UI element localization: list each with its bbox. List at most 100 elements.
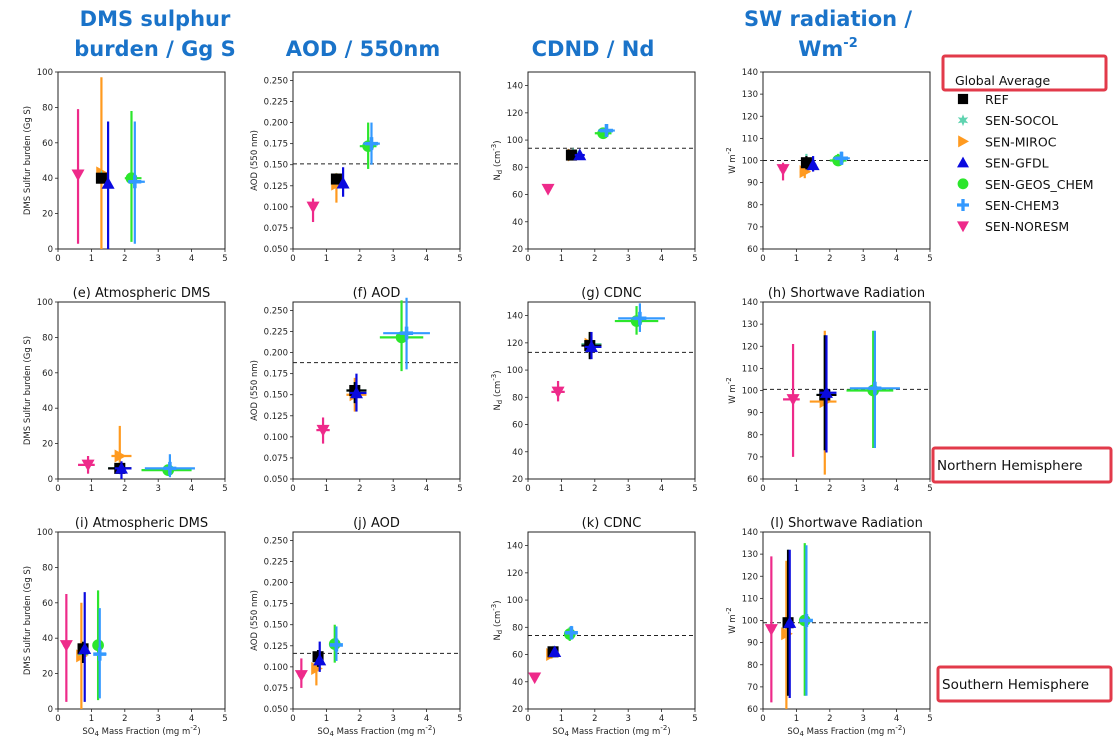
point-ref xyxy=(565,149,577,161)
y-axis-label: Nd (cm-3) xyxy=(490,600,504,640)
x-tick-label: 0 xyxy=(760,254,765,264)
y-axis-label: AOD (550 nm) xyxy=(250,130,260,191)
plot-frame xyxy=(57,301,226,480)
plot-frame xyxy=(292,301,461,480)
y-tick-label: 0.225 xyxy=(264,558,288,568)
x-tick-label: 5 xyxy=(927,254,932,264)
legend-marker-sen-chem3 xyxy=(957,199,969,212)
y-tick-label: 60 xyxy=(42,369,53,379)
y-tick-label: 20 xyxy=(512,705,523,715)
x-tick-label: 3 xyxy=(625,484,630,494)
y-tick-label: 40 xyxy=(42,174,53,184)
y-tick-label: 60 xyxy=(512,651,523,661)
y-axis-label: DMS Sulfur burden (Gg S) xyxy=(23,336,33,445)
point-sen-gfdl xyxy=(548,645,562,658)
y-tick-label: 0.075 xyxy=(264,224,288,234)
x-tick-label: 4 xyxy=(189,714,194,724)
y-tick-label: 40 xyxy=(42,404,53,414)
header-dms-line1: DMS sulphur xyxy=(80,7,231,31)
x-tick-label: 2 xyxy=(827,484,832,494)
y-tick-label: 100 xyxy=(37,68,53,78)
y-tick-label: 70 xyxy=(747,453,758,463)
panel-0-3: 0 1 2 3 4 5 60 70 80 90 100 110 120 130 140 W m-2 xyxy=(725,68,933,264)
point-sen-gfdl xyxy=(806,158,820,171)
y-tick-label: 0.050 xyxy=(264,705,288,715)
panel-1-3: (h) Shortwave Radiation 0 1 2 3 4 5 60 70 80 90 100… xyxy=(725,286,933,494)
x-tick-label: 5 xyxy=(692,254,697,264)
point-sen-noresm xyxy=(81,459,95,472)
legend-marker-sen-miroc xyxy=(958,135,969,148)
legend-title: Global Average xyxy=(955,73,1050,88)
panel-2-3: (l) Shortwave Radiation 0 1 2 3 4 5 60 70 80 90 100… xyxy=(725,516,933,738)
point-sen-gfdl xyxy=(336,176,350,189)
x-tick-label: 1 xyxy=(89,484,94,494)
y-tick-label: 60 xyxy=(747,705,758,715)
y-tick-label: 0.225 xyxy=(264,98,288,108)
legend-title-highlight-box xyxy=(941,54,1108,92)
y-tick-label: 60 xyxy=(42,599,53,609)
y-tick-label: 0.075 xyxy=(264,454,288,464)
point-sen-noresm xyxy=(776,164,790,176)
point-sen-gfdl xyxy=(584,340,598,353)
point-sen-gfdl xyxy=(114,461,128,474)
x-tick-label: 2 xyxy=(357,484,362,494)
x-tick-label: 1 xyxy=(794,484,799,494)
y-tick-label: 80 xyxy=(512,163,523,173)
y-tick-label: 140 xyxy=(742,68,758,78)
x-tick-label: 3 xyxy=(860,254,865,264)
y-tick-label: 140 xyxy=(507,312,523,322)
y-tick-label: 0.225 xyxy=(264,328,288,338)
x-tick-label: 3 xyxy=(155,254,160,264)
x-tick-label: 2 xyxy=(592,254,597,264)
y-tick-label: 110 xyxy=(742,594,758,604)
y-tick-label: 0.150 xyxy=(264,621,288,631)
x-tick-label: 0 xyxy=(290,254,295,264)
point-ref xyxy=(800,157,812,169)
x-tick-label: 3 xyxy=(625,254,630,264)
y-axis-label: DMS Sulfur burden (Gg S) xyxy=(23,106,33,215)
header-dms-line2: burden / Gg S xyxy=(74,37,236,61)
panel-0-2: 0 1 2 3 4 5 20 40 60 80 100 120 140 Nd (cm-3) xyxy=(490,71,698,264)
x-tick-label: 5 xyxy=(692,484,697,494)
point-sen-chem3 xyxy=(599,124,613,138)
x-tick-label: 0 xyxy=(525,254,530,264)
y-tick-label: 120 xyxy=(507,569,523,579)
x-tick-label: 3 xyxy=(390,484,395,494)
y-tick-label: 80 xyxy=(42,333,53,343)
y-tick-label: 70 xyxy=(747,683,758,693)
y-tick-label: 0.100 xyxy=(264,663,288,673)
southern-hemisphere-label: Southern Hemisphere xyxy=(942,677,1089,693)
y-tick-label: 100 xyxy=(507,596,523,606)
y-axis-label: DMS Sulfur burden (Gg S) xyxy=(23,566,33,675)
plot-frame xyxy=(527,71,696,250)
x-axis-label: SO4 Mass Fraction (mg m-2) xyxy=(82,724,200,738)
y-tick-label: 0 xyxy=(48,475,53,485)
y-tick-label: 20 xyxy=(42,210,53,220)
x-tick-label: 1 xyxy=(559,484,564,494)
y-tick-label: 100 xyxy=(742,387,758,397)
x-tick-label: 5 xyxy=(692,714,697,724)
x-tick-label: 5 xyxy=(457,714,462,724)
panel-1-0: (e) Atmospheric DMS 0 1 2 3 4 5 0 20 40 60 80 100 DMS… xyxy=(23,286,228,494)
panel-title: (l) Shortwave Radiation xyxy=(770,516,923,531)
panel-2-2: (k) CDNC 0 1 2 3 4 5 20 40 60 80 100 120 140 Nd (cm-3)… xyxy=(490,516,698,738)
y-tick-label: 60 xyxy=(747,245,758,255)
point-sen-gfdl xyxy=(573,148,587,161)
x-tick-label: 4 xyxy=(894,714,899,724)
x-tick-label: 2 xyxy=(122,254,127,264)
x-tick-label: 0 xyxy=(525,484,530,494)
x-tick-label: 3 xyxy=(860,484,865,494)
x-tick-label: 0 xyxy=(760,484,765,494)
y-tick-label: 80 xyxy=(747,661,758,671)
panel-title: (g) CDNC xyxy=(581,286,641,301)
x-tick-label: 2 xyxy=(592,484,597,494)
y-tick-label: 140 xyxy=(742,298,758,308)
y-tick-label: 20 xyxy=(512,475,523,485)
x-tick-label: 2 xyxy=(592,714,597,724)
point-sen-chem3 xyxy=(834,151,848,165)
y-tick-label: 60 xyxy=(512,421,523,431)
legend: REF SEN-SOCOL SEN-MIROC SEN-GFDL SEN-GEOS_CH… xyxy=(957,92,1094,234)
y-tick-label: 60 xyxy=(747,475,758,485)
panel-2-1: (j) AOD 0 1 2 3 4 5 0.050 0.075 0.100 0.125 0.150 0.… xyxy=(250,516,463,738)
